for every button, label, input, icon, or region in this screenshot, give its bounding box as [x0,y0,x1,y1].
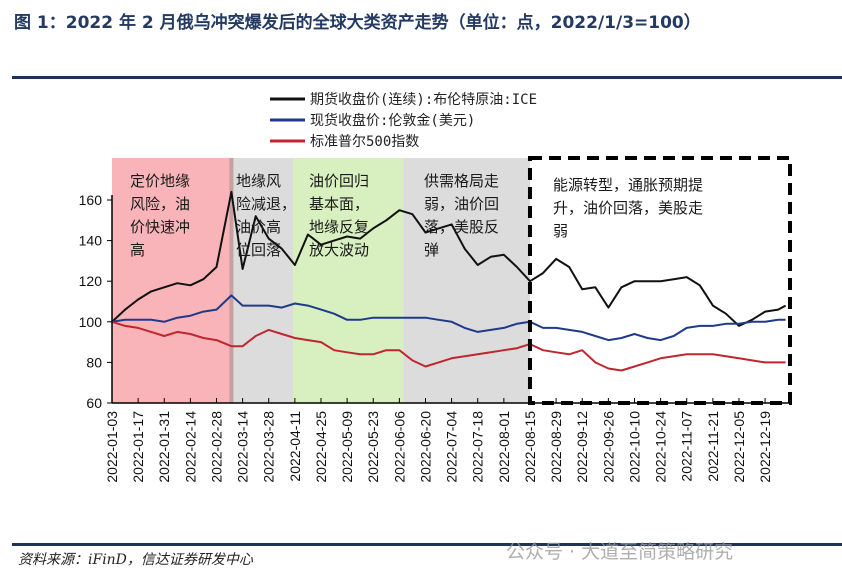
region-annotation: 位回落 [236,241,281,259]
region-annotation: 地缘反复 [309,218,369,236]
region-band [403,158,530,403]
x-tick-label: 2022-11-07 [679,411,695,482]
region-annotation: 放大波动 [309,241,369,259]
region-band [112,158,232,403]
region-annotation: 价快速冲 [130,218,190,236]
x-tick-label: 2022-03-14 [235,411,251,483]
x-tick-label: 2022-01-03 [104,411,120,483]
x-tick-label: 2022-07-04 [444,411,460,483]
x-tick-label: 2022-08-29 [548,411,564,483]
top-divider [12,76,842,79]
watermark: 公众号 · 大道至简策略研究 [506,541,734,563]
y-tick-label: 140 [79,233,103,249]
x-tick-label: 2022-08-01 [496,411,512,483]
x-tick-label: 2022-12-05 [731,411,747,483]
legend-label: 期货收盘价(连续):布伦特原油:ICE [310,91,537,108]
region-annotation: 落，美股反 [424,218,499,236]
x-tick-label: 2022-04-11 [287,411,303,482]
x-tick-label: 2022-03-28 [261,411,277,483]
x-tick-label: 2022-10-24 [653,411,669,483]
region-annotation: 弱，油价回 [424,195,499,213]
region-annotation: 风险，油 [130,195,190,213]
region-annotation: 高 [130,241,145,259]
x-tick-label: 2022-09-26 [600,411,616,483]
x-tick-label: 2022-10-10 [626,411,642,483]
region-annotation: 油价高 [236,218,281,236]
series-line-0 [111,190,787,327]
x-tick-label: 2022-12-19 [757,411,773,483]
legend-label: 现货收盘价:伦敦金(美元) [310,112,475,129]
x-tick-label: 2022-09-12 [574,411,590,483]
series-line-1 [111,294,786,342]
region-divider [229,158,234,403]
x-tick-label: 2022-08-15 [522,411,538,483]
legend-label: 标准普尔500指数 [310,134,419,150]
region-annotation: 油价回归 [309,172,369,190]
x-tick-label: 2022-06-06 [391,411,407,483]
figure-title: 图 1：2022 年 2 月俄乌冲突爆发后的全球大类资产走势（单位：点，2022… [14,13,701,33]
region-band [231,158,294,403]
region-annotation: 弹 [424,241,439,259]
region-annotation: 供需格局走 [424,172,499,190]
region-annotation: 定价地缘 [130,172,190,190]
x-tick-label: 2022-06-20 [417,411,433,483]
source-note: 资料来源：iFinD，信达证券研发中心 [18,552,253,568]
y-tick-label: 60 [86,395,102,411]
region-annotation: 基本面， [309,195,369,213]
series-line-2 [111,320,786,372]
y-tick-label: 80 [86,354,102,370]
region-annotation: 险减退， [236,195,296,213]
x-tick-label: 2022-01-17 [130,411,146,483]
x-tick-label: 2022-02-28 [208,411,224,483]
region-annotation: 地缘风 [236,172,281,190]
bottom-divider [12,543,842,546]
x-tick-label: 2022-05-23 [365,411,381,483]
x-tick-label: 2022-05-09 [339,411,355,483]
x-tick-label: 2022-07-18 [470,411,486,483]
x-tick-label: 2022-02-14 [182,411,198,483]
x-tick-label: 2022-01-31 [156,411,172,483]
y-tick-label: 160 [79,192,103,208]
region-annotation: 升，油价回落，美股走 [553,199,703,217]
region-band [293,158,404,403]
x-tick-label: 2022-11-21 [705,411,721,482]
x-tick-label: 2022-04-25 [313,411,329,483]
region-annotation: 能源转型，通胀预期提 [553,176,703,194]
y-tick-label: 100 [79,314,103,330]
region-annotation: 弱 [553,222,568,240]
y-tick-label: 120 [79,273,103,289]
